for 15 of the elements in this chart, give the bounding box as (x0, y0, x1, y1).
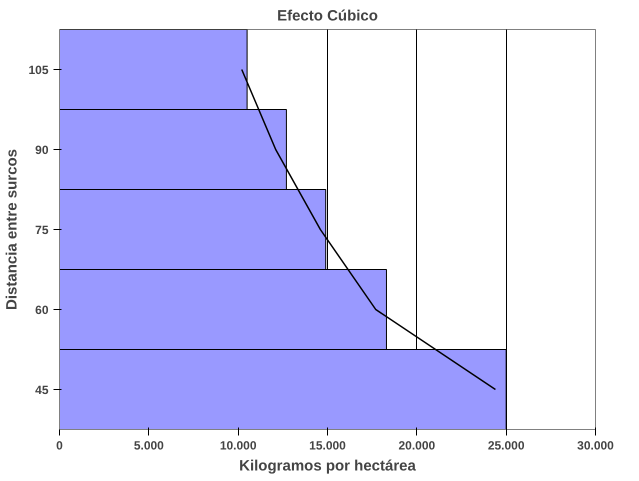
x-tick-label: 0 (56, 438, 64, 452)
y-axis-title: Distancia entre surcos (3, 149, 20, 310)
y-tick-label: 75 (35, 223, 49, 237)
y-tick-label: 90 (35, 143, 49, 157)
x-tick-label: 5.000 (134, 438, 164, 452)
y-tick-label: 45 (35, 383, 49, 397)
chart-title: Efecto Cúbico (277, 8, 378, 24)
x-tick-label: 25.000 (488, 438, 525, 452)
x-tick-label: 30.000 (577, 438, 614, 452)
x-tick-label: 15.000 (309, 438, 346, 452)
x-tick-label: 20.000 (398, 438, 436, 452)
x-tick-label: 10.000 (220, 438, 257, 452)
y-tick-label: 105 (28, 63, 49, 77)
x-axis-title: Kilogramos por hectárea (239, 458, 417, 474)
y-tick-label: 60 (35, 303, 49, 317)
